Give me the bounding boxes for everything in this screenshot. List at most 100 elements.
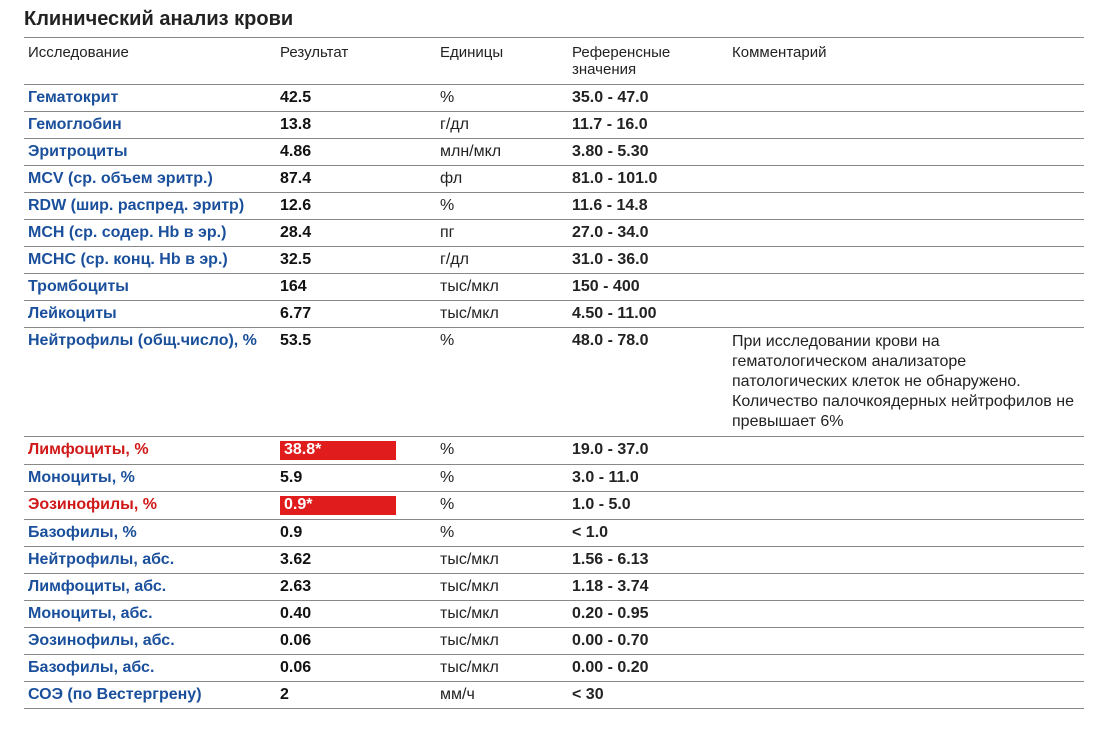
table-row: Лимфоциты, абс.2.63тыс/мкл1.18 - 3.74 [24,574,1084,601]
test-result: 0.06 [276,655,436,682]
test-comment [728,574,1084,601]
test-reference: 81.0 - 101.0 [568,166,728,193]
test-unit: мм/ч [436,682,568,709]
test-unit: % [436,193,568,220]
col-header-unit: Единицы [436,38,568,85]
test-comment [728,220,1084,247]
test-comment [728,166,1084,193]
test-name: Тромбоциты [24,274,276,301]
test-result: 12.6 [276,193,436,220]
table-row: MCHC (ср. конц. Hb в эр.)32.5г/дл31.0 - … [24,247,1084,274]
test-result: 6.77 [276,301,436,328]
test-result: 28.4 [276,220,436,247]
table-row: Тромбоциты164тыс/мкл150 - 400 [24,274,1084,301]
test-comment [728,492,1084,520]
test-unit: тыс/мкл [436,274,568,301]
table-header-row: Исследование Результат Единицы Референсн… [24,38,1084,85]
test-name: Моноциты, % [24,465,276,492]
test-reference: 11.6 - 14.8 [568,193,728,220]
test-result: 0.40 [276,601,436,628]
table-row: RDW (шир. распред. эритр)12.6%11.6 - 14.… [24,193,1084,220]
table-row: Эритроциты4.86млн/мкл3.80 - 5.30 [24,139,1084,166]
test-result: 0.06 [276,628,436,655]
test-comment [728,274,1084,301]
test-reference: 1.18 - 3.74 [568,574,728,601]
test-comment [728,547,1084,574]
test-unit: пг [436,220,568,247]
test-name: Эозинофилы, % [24,492,276,520]
test-result: 53.5 [276,328,436,437]
test-reference: 0.00 - 0.20 [568,655,728,682]
test-comment [728,628,1084,655]
test-unit: тыс/мкл [436,574,568,601]
test-result: 2.63 [276,574,436,601]
test-name: MCH (ср. содер. Hb в эр.) [24,220,276,247]
col-header-result: Результат [276,38,436,85]
test-result: 32.5 [276,247,436,274]
test-comment [728,601,1084,628]
test-unit: г/дл [436,112,568,139]
test-reference: < 1.0 [568,520,728,547]
test-result: 38.8* [276,437,436,465]
test-result: 0.9* [276,492,436,520]
test-result: 4.86 [276,139,436,166]
test-comment: При исследовании крови на гематологическ… [728,328,1084,437]
test-unit: тыс/мкл [436,601,568,628]
test-reference: 27.0 - 34.0 [568,220,728,247]
table-row: Моноциты, абс.0.40тыс/мкл0.20 - 0.95 [24,601,1084,628]
test-name: RDW (шир. распред. эритр) [24,193,276,220]
test-unit: % [436,465,568,492]
test-unit: % [436,520,568,547]
table-row: Базофилы, абс.0.06тыс/мкл0.00 - 0.20 [24,655,1084,682]
test-unit: % [436,85,568,112]
abnormal-flag: 38.8* [280,441,396,460]
page-title: Клинический анализ крови [24,6,1082,37]
test-unit: г/дл [436,247,568,274]
table-row: Нейтрофилы, абс.3.62тыс/мкл1.56 - 6.13 [24,547,1084,574]
test-comment [728,682,1084,709]
test-name: Эритроциты [24,139,276,166]
test-unit: тыс/мкл [436,628,568,655]
test-result: 0.9 [276,520,436,547]
test-result: 42.5 [276,85,436,112]
test-unit: тыс/мкл [436,301,568,328]
test-name: Моноциты, абс. [24,601,276,628]
test-unit: млн/мкл [436,139,568,166]
results-table: Исследование Результат Единицы Референсн… [24,37,1084,709]
test-name: Лейкоциты [24,301,276,328]
test-unit: % [436,492,568,520]
test-result: 164 [276,274,436,301]
test-name: Гематокрит [24,85,276,112]
test-unit: тыс/мкл [436,547,568,574]
table-row: MCV (ср. объем эритр.)87.4фл81.0 - 101.0 [24,166,1084,193]
test-result: 2 [276,682,436,709]
test-reference: 1.0 - 5.0 [568,492,728,520]
table-row: СОЭ (по Вестергрену)2мм/ч< 30 [24,682,1084,709]
test-result: 87.4 [276,166,436,193]
test-unit: тыс/мкл [436,655,568,682]
test-reference: 11.7 - 16.0 [568,112,728,139]
test-comment [728,301,1084,328]
table-row: Моноциты, %5.9%3.0 - 11.0 [24,465,1084,492]
table-row: Лимфоциты, %38.8*%19.0 - 37.0 [24,437,1084,465]
test-reference: 0.00 - 0.70 [568,628,728,655]
table-row: Гематокрит42.5%35.0 - 47.0 [24,85,1084,112]
table-row: Лейкоциты6.77тыс/мкл4.50 - 11.00 [24,301,1084,328]
table-row: MCH (ср. содер. Hb в эр.)28.4пг27.0 - 34… [24,220,1084,247]
test-name: Нейтрофилы, абс. [24,547,276,574]
abnormal-flag: 0.9* [280,496,396,515]
test-comment [728,193,1084,220]
test-comment [728,247,1084,274]
test-reference: 3.0 - 11.0 [568,465,728,492]
test-name: MCHC (ср. конц. Hb в эр.) [24,247,276,274]
test-comment [728,520,1084,547]
test-reference: 19.0 - 37.0 [568,437,728,465]
test-name: Гемоглобин [24,112,276,139]
test-unit: % [436,328,568,437]
col-header-comment: Комментарий [728,38,1084,85]
test-name: MCV (ср. объем эритр.) [24,166,276,193]
table-row: Эозинофилы, %0.9*%1.0 - 5.0 [24,492,1084,520]
test-unit: фл [436,166,568,193]
test-name: Эозинофилы, абс. [24,628,276,655]
test-reference: 4.50 - 11.00 [568,301,728,328]
